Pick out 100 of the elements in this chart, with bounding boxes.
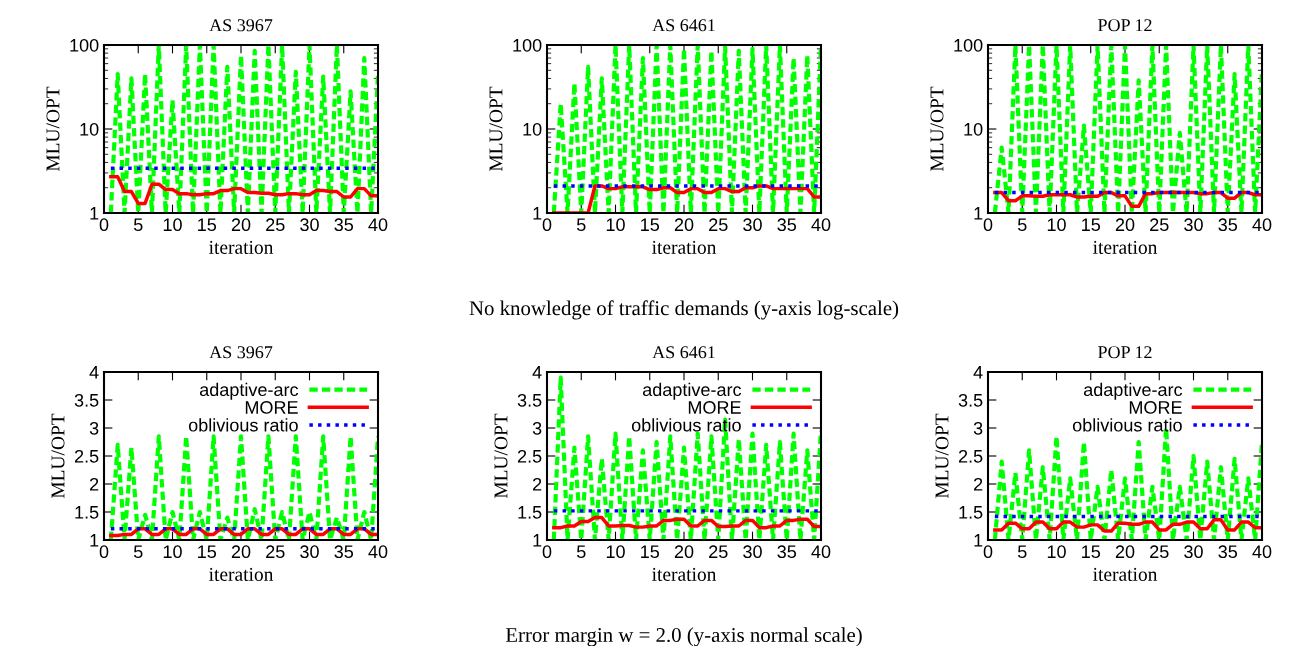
- x-tick-label: 30: [1184, 218, 1203, 232]
- x-axis-title: iteration: [652, 240, 717, 254]
- x-tick-label: 15: [641, 545, 660, 559]
- x-tick-label: 10: [163, 545, 182, 559]
- line-series: [552, 184, 821, 213]
- y-tick-label: 10: [523, 122, 542, 136]
- y-tick-label: 100: [513, 38, 542, 52]
- x-tick-label: 35: [777, 545, 797, 559]
- x-tick-label: 25: [1150, 218, 1169, 232]
- x-tick-label: 25: [266, 545, 285, 559]
- x-tick-label: 0: [983, 218, 993, 232]
- y-axis-title: MLU/OPT: [46, 86, 60, 172]
- x-tick-label: 40: [811, 218, 831, 232]
- x-tick-label: 5: [1017, 545, 1027, 559]
- x-tick-label: 30: [300, 218, 319, 232]
- x-tick-label: 0: [542, 545, 552, 559]
- x-axis-title: iteration: [1093, 567, 1158, 581]
- x-tick-label: 15: [1082, 218, 1101, 232]
- chart-title: POP 12: [1098, 346, 1152, 359]
- x-tick-label: 40: [368, 545, 388, 559]
- y-tick-label: 1: [533, 534, 542, 547]
- y-tick-label: 1: [974, 207, 983, 220]
- x-tick-label: 15: [1082, 545, 1101, 559]
- x-tick-label: 35: [1218, 218, 1238, 232]
- y-tick-label: 2: [974, 477, 983, 491]
- y-tick-label: 1.5: [75, 506, 99, 519]
- x-tick-label: 20: [674, 218, 694, 232]
- x-tick-label: 0: [99, 218, 109, 232]
- x-axis-title: iteration: [209, 567, 274, 581]
- x-tick-label: 15: [641, 218, 660, 232]
- x-tick-label: 25: [1150, 545, 1169, 559]
- x-tick-label: 20: [674, 545, 694, 559]
- y-tick-label: 1: [90, 534, 99, 547]
- y-tick-label: 2.5: [74, 449, 99, 463]
- y-tick-label: 4: [89, 366, 99, 379]
- x-tick-label: 10: [1047, 218, 1066, 232]
- legend-label: adaptive-arc: [199, 382, 299, 400]
- x-tick-label: 40: [1252, 545, 1272, 559]
- y-tick-label: 2.5: [517, 449, 542, 463]
- x-tick-label: 0: [983, 545, 993, 559]
- x-tick-label: 20: [1115, 545, 1135, 559]
- x-tick-label: 30: [1184, 545, 1203, 559]
- y-tick-label: 3: [532, 421, 542, 435]
- chart-title: AS 3967: [209, 346, 273, 359]
- y-tick-label: 100: [954, 38, 983, 52]
- x-tick-label: 15: [198, 545, 217, 559]
- line-series: [108, 434, 378, 540]
- legend-label: adaptive-arc: [642, 382, 742, 400]
- x-tick-label: 35: [334, 218, 354, 232]
- y-tick-label: 1.5: [959, 506, 983, 519]
- legend-label: oblivious ratio: [1072, 418, 1182, 432]
- y-tick-label: 3.5: [958, 393, 983, 407]
- x-tick-label: 35: [777, 218, 797, 232]
- x-tick-label: 25: [709, 218, 728, 232]
- y-tick-label: 1: [533, 207, 542, 220]
- x-tick-label: 30: [300, 545, 319, 559]
- y-axis-title: MLU/OPT: [930, 86, 944, 172]
- legend-label: MORE: [1129, 401, 1182, 414]
- x-tick-label: 40: [1252, 218, 1272, 232]
- y-tick-label: 2: [533, 477, 542, 491]
- chart-title: AS 6461: [652, 19, 715, 32]
- y-tick-label: 1: [90, 207, 99, 220]
- y-tick-label: 3: [89, 421, 99, 435]
- line-series: [993, 518, 1262, 533]
- x-tick-label: 40: [811, 545, 831, 559]
- x-tick-label: 0: [99, 545, 109, 559]
- x-tick-label: 10: [606, 545, 625, 559]
- x-tick-label: 10: [163, 218, 182, 232]
- x-tick-label: 5: [1017, 218, 1027, 232]
- legend-label: adaptive-arc: [1083, 382, 1183, 400]
- x-tick-label: 40: [368, 218, 388, 232]
- x-tick-label: 35: [334, 545, 354, 559]
- legend-label: MORE: [688, 401, 741, 414]
- text: Error margin w = 2.0 (y-axis normal scale): [505, 627, 862, 646]
- x-tick-label: 30: [743, 545, 762, 559]
- y-axis-title: MLU/OPT: [494, 413, 508, 499]
- x-tick-label: 30: [743, 218, 762, 232]
- x-tick-label: 20: [231, 218, 251, 232]
- x-tick-label: 5: [576, 545, 586, 559]
- y-tick-label: 1.5: [518, 506, 542, 519]
- x-axis-title: iteration: [209, 240, 274, 254]
- line-series: [552, 515, 821, 530]
- y-tick-label: 2: [90, 477, 99, 491]
- x-tick-label: 0: [542, 218, 552, 232]
- y-tick-label: 10: [964, 122, 983, 136]
- legend-label: oblivious ratio: [188, 418, 298, 432]
- y-axis-title: MLU/OPT: [51, 413, 65, 499]
- x-tick-label: 10: [606, 218, 625, 232]
- y-tick-label: 3.5: [517, 393, 542, 407]
- line-series: [109, 175, 378, 206]
- x-tick-label: 20: [1115, 218, 1135, 232]
- x-tick-label: 25: [709, 545, 728, 559]
- y-axis-title: MLU/OPT: [935, 413, 949, 499]
- y-tick-label: 10: [80, 122, 99, 136]
- chart-title: POP 12: [1098, 19, 1152, 32]
- line-series: [551, 375, 821, 540]
- chart-title: AS 3967: [209, 19, 273, 32]
- y-tick-label: 3: [973, 421, 983, 435]
- x-tick-label: 15: [198, 218, 217, 232]
- x-tick-label: 5: [576, 218, 586, 232]
